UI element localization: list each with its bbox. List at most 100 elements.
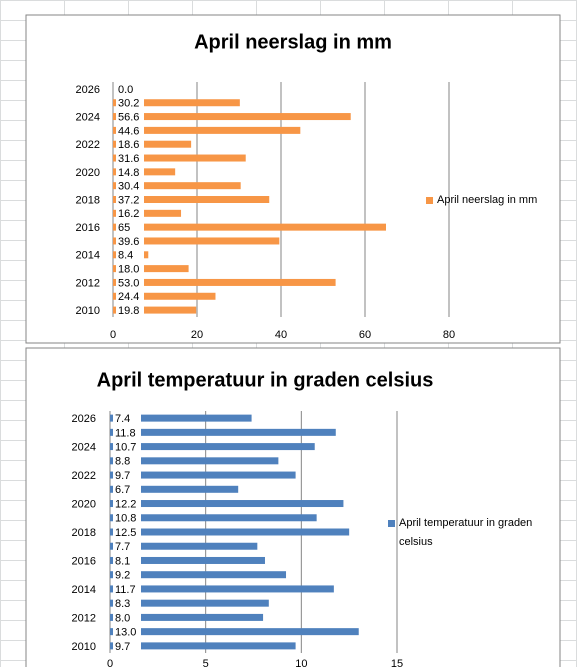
label-bg [113, 412, 141, 425]
data-label: 12.2 [115, 498, 136, 510]
bar [110, 414, 252, 422]
x-tick-label: 10 [295, 658, 307, 667]
data-label: 6.7 [115, 484, 130, 496]
data-label: 19.8 [118, 305, 139, 317]
data-label: 8.8 [115, 456, 130, 468]
label-bg [113, 440, 141, 453]
label-bg [116, 234, 144, 247]
label-bg [113, 426, 141, 439]
y-tick-label: 2024 [76, 111, 100, 123]
y-tick-label: 2024 [72, 441, 96, 453]
label-bg [116, 152, 144, 165]
data-label: 30.4 [118, 181, 139, 193]
data-label: 9.7 [115, 641, 130, 653]
label-bg [116, 110, 144, 123]
label-bg [116, 165, 144, 178]
y-tick-label: 2012 [76, 277, 100, 289]
data-label: 11.8 [115, 427, 136, 439]
bar [110, 642, 296, 650]
x-tick-label: 15 [391, 658, 403, 667]
y-tick-label: 2020 [72, 498, 96, 510]
bar [110, 613, 264, 621]
chart-title: April temperatuur in graden celsius [97, 369, 434, 391]
data-label: 7.4 [115, 413, 130, 425]
data-label: 31.6 [118, 153, 139, 165]
legend-label: April temperatuur in graden celsius [399, 517, 533, 548]
x-tick-label: 40 [275, 329, 287, 341]
label-bg [113, 639, 141, 652]
label-bg [113, 625, 141, 638]
data-label: 8.0 [115, 612, 130, 624]
bar [110, 443, 315, 451]
bar [110, 428, 336, 436]
y-tick-label: 2022 [76, 139, 100, 151]
data-label: 12.5 [115, 527, 136, 539]
label-bg [116, 262, 144, 275]
bar [113, 154, 246, 162]
x-tick-label: 60 [359, 329, 371, 341]
data-label: 8.4 [118, 250, 133, 262]
label-bg [113, 582, 141, 595]
data-label: 30.2 [118, 98, 139, 110]
data-label: 65 [118, 222, 130, 234]
bar [110, 599, 269, 607]
y-tick-label: 2014 [72, 584, 96, 596]
bar [113, 209, 182, 217]
y-tick-label: 2014 [76, 250, 100, 262]
bar [110, 457, 279, 465]
data-label: 56.6 [118, 111, 139, 123]
y-tick-label: 2026 [76, 84, 100, 96]
y-tick-label: 2018 [76, 194, 100, 206]
data-label: 39.6 [118, 236, 139, 248]
y-tick-label: 2010 [76, 305, 100, 317]
data-label: 18.6 [118, 139, 139, 151]
bar [113, 182, 241, 190]
bar [113, 140, 192, 148]
label-bg [116, 179, 144, 192]
x-tick-label: 80 [443, 329, 455, 341]
bar [110, 628, 359, 636]
label-bg [113, 454, 141, 467]
bar [113, 168, 176, 176]
label-bg [113, 497, 141, 510]
y-tick-label: 2010 [72, 641, 96, 653]
chart-area [25, 14, 561, 344]
bar [113, 196, 270, 203]
data-label: 7.7 [115, 541, 130, 553]
label-bg [113, 597, 141, 610]
data-label: 0.0 [118, 84, 133, 96]
y-tick-label: 2018 [72, 527, 96, 539]
y-tick-label: 2012 [72, 612, 96, 624]
label-bg [116, 276, 144, 289]
label-bg [116, 124, 144, 137]
label-bg [113, 483, 141, 496]
data-label: 14.8 [118, 167, 139, 179]
x-tick-label: 0 [107, 658, 113, 667]
legend: April neerslag in mm [426, 191, 566, 210]
label-bg [116, 82, 144, 95]
label-bg [116, 96, 144, 109]
label-bg [113, 526, 141, 538]
bar [113, 292, 216, 300]
bar [113, 113, 351, 121]
bar [110, 471, 296, 479]
data-label: 24.4 [118, 291, 139, 303]
label-bg [113, 511, 141, 524]
y-tick-label: 2022 [72, 470, 96, 482]
bar [113, 237, 280, 245]
label-bg [113, 568, 141, 581]
label-bg [113, 540, 141, 553]
bar [110, 571, 287, 579]
x-tick-label: 0 [110, 329, 116, 341]
label-bg [116, 207, 144, 220]
data-label: 11.7 [115, 584, 136, 596]
y-tick-label: 2016 [72, 555, 96, 567]
bar [113, 278, 336, 286]
bar [110, 514, 317, 522]
bar [110, 485, 239, 493]
label-bg [113, 554, 141, 567]
bar [113, 265, 189, 273]
y-tick-label: 2016 [76, 222, 100, 234]
data-label: 16.2 [118, 208, 139, 220]
